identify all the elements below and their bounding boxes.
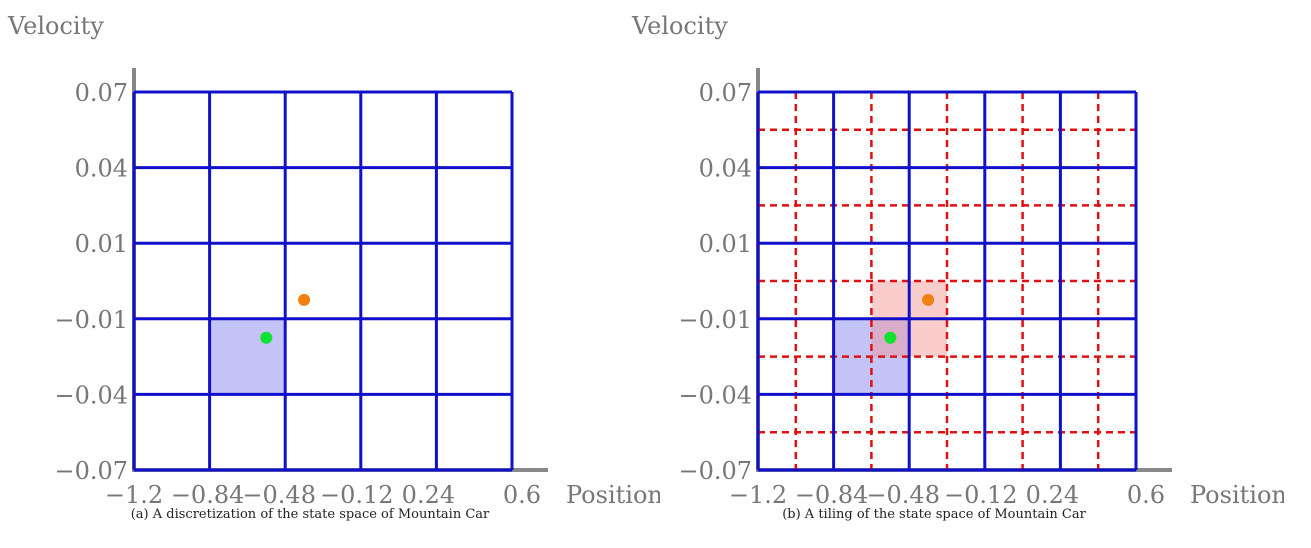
tiling-diagram: 0.07 0.04 0.01 −0.01 −0.04 −0.07−1.2 −0.84−0.4… (631, 12, 1284, 509)
y-tick-label: 0.07 (75, 79, 128, 107)
y-tick-label: −0.04 (54, 381, 128, 409)
x-tick-label: −0.12 (944, 481, 1018, 509)
x-tick-label: −0.84 (171, 481, 245, 509)
orange-point (922, 293, 935, 306)
panel-tiling: 0.07 0.04 0.01 −0.01 −0.04 −0.07 −1.2 −0.84 −0.4… (624, 0, 1284, 548)
y-tick-label: 0.04 (75, 155, 128, 183)
orange-point (298, 293, 311, 306)
caption-a: (a) A discretization of the state space … (130, 507, 490, 522)
x-axis-title: Position (1190, 481, 1284, 509)
x-tick-label: −1.2 (729, 481, 787, 509)
y-tick-label: −0.01 (678, 306, 752, 334)
x-tick-label: −0.48 (242, 481, 316, 509)
y-tick-label: −0.04 (678, 381, 752, 409)
x-tick-label: 0.6 (503, 481, 541, 509)
y-axis-title: Velocity (7, 12, 104, 40)
green-point (884, 331, 897, 344)
y-tick-label: −0.07 (54, 457, 128, 485)
discretization-diagram: 0.07 0.04 0.01 −0.01 −0.04 −0.07−1.2 −0.84−0.4… (7, 12, 660, 509)
green-point (260, 331, 273, 344)
x-tick-label: 0.24 (1026, 481, 1079, 509)
panel-discretization: 0.07 0.04 0.01 −0.01 −0.04 −0.07 −1.2 −0.84 −0.4… (7, 12, 660, 522)
x-tick-label: −1.2 (105, 481, 163, 509)
y-tick-label: 0.01 (75, 230, 128, 258)
x-tick-label: 0.6 (1127, 481, 1165, 509)
x-axis-title: Position (566, 481, 660, 509)
y-tick-label: 0.04 (699, 155, 752, 183)
caption-b: (b) A tiling of the state space of Mount… (782, 507, 1086, 522)
y-tick-label: −0.01 (54, 306, 128, 334)
x-tick-label: −0.84 (795, 481, 869, 509)
y-axis-title: Velocity (631, 12, 728, 40)
y-tick-label: −0.07 (678, 457, 752, 485)
x-tick-label: 0.24 (402, 481, 455, 509)
x-tick-label: −0.48 (866, 481, 940, 509)
y-tick-label: 0.01 (699, 230, 752, 258)
highlighted-cell (209, 318, 286, 395)
x-tick-label: −0.12 (320, 481, 394, 509)
y-tick-label: 0.07 (699, 79, 752, 107)
